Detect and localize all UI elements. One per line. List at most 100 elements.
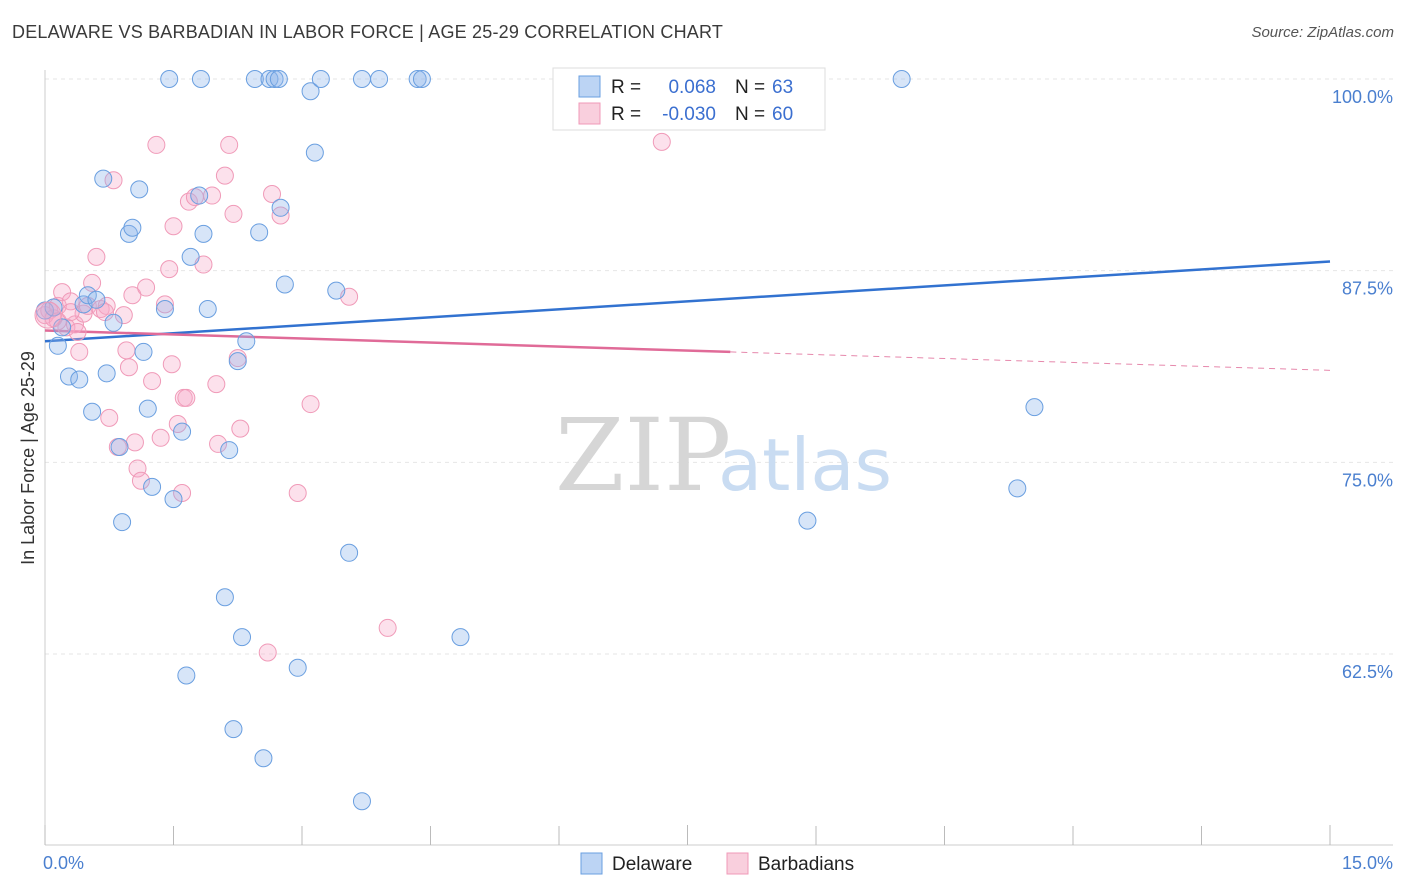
point-delaware xyxy=(288,658,307,677)
point-delaware xyxy=(59,367,78,386)
point-barbadians xyxy=(224,204,243,223)
point-barbadians xyxy=(70,342,89,361)
point-barbadians xyxy=(151,428,170,447)
point-barbadians xyxy=(220,135,239,154)
point-delaware xyxy=(110,438,129,456)
legend-n-value-barbadians: 60 xyxy=(772,104,793,125)
point-delaware xyxy=(160,70,179,88)
point-delaware xyxy=(340,543,359,562)
point-delaware xyxy=(301,82,320,101)
legend-swatch-barbadians xyxy=(578,102,601,125)
point-barbadians xyxy=(155,295,174,314)
legend-swatch-delaware xyxy=(578,75,601,98)
point-barbadians xyxy=(100,408,119,427)
legend-bottom-swatch-barbadians xyxy=(726,852,749,875)
tick-labels: 100.0% 87.5% 75.0% 62.5% 0.0% 15.0% xyxy=(43,87,1393,873)
point-delaware xyxy=(70,370,89,389)
point-delaware xyxy=(1008,479,1027,498)
point-delaware xyxy=(311,70,330,88)
point-barbadians xyxy=(137,278,156,297)
point-barbadians xyxy=(203,186,222,205)
point-barbadians xyxy=(131,471,150,490)
point-delaware xyxy=(260,70,279,88)
point-delaware xyxy=(305,143,324,162)
point-delaware xyxy=(198,300,217,318)
point-delaware xyxy=(190,186,209,205)
point-delaware xyxy=(134,342,153,361)
point-barbadians xyxy=(68,323,87,341)
legend-bottom-swatch-delaware xyxy=(580,852,603,875)
trendlines xyxy=(44,260,1331,371)
point-delaware xyxy=(78,286,97,305)
point-delaware xyxy=(798,511,817,530)
point-barbadians xyxy=(164,217,183,236)
chart-title: DELAWARE VS BARBADIAN IN LABOR FORCE | A… xyxy=(12,22,724,42)
point-barbadians xyxy=(123,286,142,305)
point-delaware xyxy=(224,720,243,739)
point-barbadians xyxy=(263,185,282,203)
point-delaware xyxy=(87,290,106,309)
point-barbadians xyxy=(143,372,162,391)
point-delaware xyxy=(254,749,273,768)
legend-n-value-delaware: 63 xyxy=(772,77,793,98)
point-delaware xyxy=(237,332,256,351)
point-barbadians xyxy=(177,388,196,407)
point-delaware xyxy=(155,300,174,318)
point-delaware xyxy=(327,281,346,300)
point-barbadians xyxy=(119,358,138,377)
legend-stats: R = 0.068 N = 63 R = -0.030 N = 60 xyxy=(552,67,826,131)
watermark-zip: ZIP xyxy=(555,397,731,514)
y-axis-label: In Labor Force | Age 25-29 xyxy=(18,351,38,565)
watermark: ZIP atlas xyxy=(555,397,892,514)
point-delaware xyxy=(408,70,427,88)
point-delaware xyxy=(83,402,102,421)
point-delaware xyxy=(44,298,63,317)
point-delaware xyxy=(352,792,371,811)
point-barbadians xyxy=(114,306,133,325)
point-barbadians xyxy=(179,192,198,211)
point-delaware xyxy=(233,628,252,647)
point-barbadians xyxy=(87,247,106,266)
x-tick-label: 15.0% xyxy=(1342,853,1393,873)
legend-r-label-barbadians: R = xyxy=(611,104,641,125)
point-barbadians xyxy=(209,434,228,453)
point-delaware xyxy=(191,70,210,88)
point-delaware xyxy=(119,224,138,243)
trendline-barbadians-extrapolated xyxy=(730,351,1331,371)
point-barbadians xyxy=(162,355,181,374)
point-delaware xyxy=(138,399,157,418)
point-delaware xyxy=(245,70,264,88)
point-barbadians xyxy=(301,395,320,414)
point-barbadians xyxy=(117,341,136,360)
point-barbadians xyxy=(231,419,250,438)
point-delaware xyxy=(265,70,284,88)
axes xyxy=(44,70,1393,846)
y-tick-label: 87.5% xyxy=(1342,279,1393,299)
point-barbadians xyxy=(125,433,144,452)
trendline-delaware xyxy=(44,260,1331,343)
point-delaware xyxy=(143,477,162,496)
y-tick-label: 62.5% xyxy=(1342,662,1393,682)
legend-n-label-delaware: N = xyxy=(735,77,765,98)
point-barbadians xyxy=(652,132,671,151)
trendline-barbadians xyxy=(44,329,731,354)
point-delaware xyxy=(104,313,123,332)
source-credit: Source: ZipAtlas.com xyxy=(1251,24,1394,41)
point-delaware xyxy=(370,70,389,88)
point-delaware xyxy=(181,247,200,266)
point-delaware xyxy=(130,180,149,199)
legend-bottom-label-delaware: Delaware xyxy=(612,854,692,875)
gridlines xyxy=(45,78,1393,655)
point-delaware xyxy=(269,70,288,88)
y-tick-label: 75.0% xyxy=(1342,470,1393,490)
point-barbadians-cluster xyxy=(34,301,62,329)
point-barbadians xyxy=(147,135,166,154)
point-delaware xyxy=(352,70,371,88)
point-delaware xyxy=(215,588,234,607)
legend-bottom-label-barbadians: Barbadians xyxy=(758,854,854,875)
point-delaware xyxy=(113,513,132,532)
point-delaware xyxy=(275,275,294,294)
point-delaware xyxy=(177,666,196,685)
point-delaware xyxy=(271,198,290,217)
